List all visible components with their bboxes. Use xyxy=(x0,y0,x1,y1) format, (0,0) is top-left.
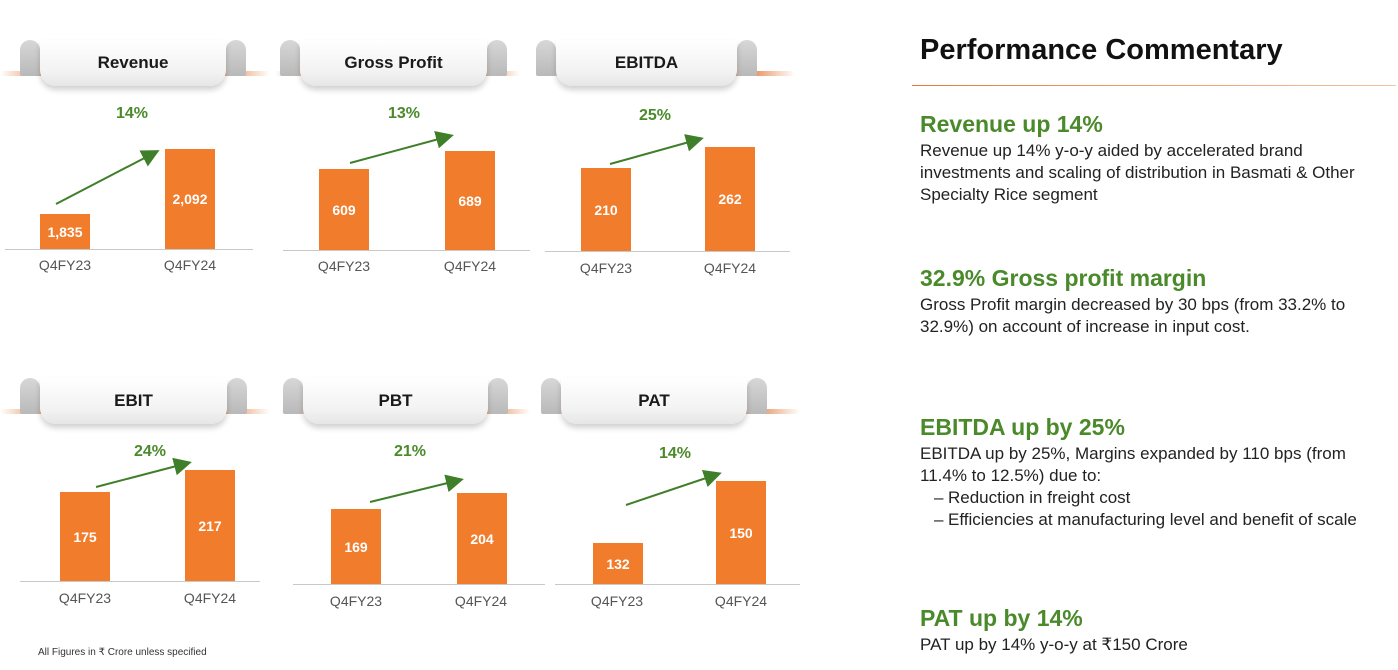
chart-title: Revenue xyxy=(40,40,226,86)
x-tick-label: Q4FY23 xyxy=(58,590,112,606)
trend-arrow xyxy=(625,469,722,506)
chart-title: PAT xyxy=(561,378,747,424)
x-tick-label: Q4FY23 xyxy=(590,593,644,609)
dash-icon: – xyxy=(934,488,944,507)
commentary-section-ebitda: EBITDA up by 25% EBITDA up by 25%, Margi… xyxy=(920,413,1390,531)
x-tick-label: Q4FY24 xyxy=(714,593,768,609)
x-tick-label: Q4FY23 xyxy=(329,593,383,609)
x-axis-line xyxy=(555,584,800,585)
bar-q4fy24: 217 xyxy=(185,470,235,581)
trend-arrow xyxy=(369,474,464,503)
title-tab-cap xyxy=(20,40,40,76)
commentary-section-revenue: Revenue up 14% Revenue up 14% y-o-y aide… xyxy=(920,110,1390,206)
section-text: PAT up by 14% y-o-y at ₹150 Crore xyxy=(920,635,1188,654)
bar-value-label: 150 xyxy=(729,524,753,541)
trend-arrows xyxy=(55,130,722,506)
commentary-section-gross-margin: 32.9% Gross profit margin Gross Profit m… xyxy=(920,264,1390,338)
x-tick-label: Q4FY23 xyxy=(317,258,371,274)
title-tab-cap xyxy=(541,378,561,414)
title-tab-cap xyxy=(747,378,767,414)
x-tick-label: Q4FY24 xyxy=(454,593,508,609)
bar-value-label: 1,835 xyxy=(47,223,83,240)
section-text: Revenue up 14% y-o-y aided by accelerate… xyxy=(920,141,1355,204)
title-tab-cap xyxy=(280,40,300,76)
commentary-section-pat: PAT up by 14% PAT up by 14% y-o-y at ₹15… xyxy=(920,604,1390,656)
section-heading: Revenue up 14% xyxy=(920,111,1103,137)
x-axis-line xyxy=(5,249,253,250)
growth-label: 24% xyxy=(133,443,167,460)
bar-q4fy24: 150 xyxy=(716,481,766,584)
chart-title: PBT xyxy=(303,378,488,424)
bar-q4fy23: 1,835 xyxy=(40,214,90,249)
growth-label: 14% xyxy=(115,105,149,122)
section-heading: 32.9% Gross profit margin xyxy=(920,265,1207,291)
bullet-text: Efficiencies at manufacturing level and … xyxy=(948,510,1357,529)
bar-value-label: 217 xyxy=(198,517,222,534)
x-axis-line xyxy=(283,250,530,251)
x-tick-label: Q4FY24 xyxy=(163,257,217,273)
bar-q4fy23: 132 xyxy=(593,543,643,584)
growth-label: 14% xyxy=(658,445,692,462)
bar-q4fy24: 2,092 xyxy=(165,149,215,249)
chart-title: EBITDA xyxy=(556,40,737,86)
bullet-item: – Efficiencies at manufacturing level and… xyxy=(934,509,1390,531)
bar-value-label: 204 xyxy=(470,530,494,547)
bar-value-label: 175 xyxy=(73,528,97,545)
bar-q4fy23: 175 xyxy=(60,492,110,581)
dash-icon: – xyxy=(934,510,944,529)
growth-label: 13% xyxy=(387,105,421,122)
section-text: EBITDA up by 25%, Margins expanded by 11… xyxy=(920,444,1346,485)
section-heading: EBITDA up by 25% xyxy=(920,414,1125,440)
section-heading: PAT up by 14% xyxy=(920,605,1083,631)
bar-value-label: 609 xyxy=(332,201,356,218)
bar-q4fy24: 689 xyxy=(445,151,495,250)
title-tab-cap xyxy=(283,378,303,414)
x-axis-line xyxy=(545,251,790,252)
x-tick-label: Q4FY24 xyxy=(703,260,757,276)
bar-value-label: 169 xyxy=(344,538,368,555)
title-tab-cap xyxy=(488,378,508,414)
trend-arrow xyxy=(95,457,192,488)
chart-title: EBIT xyxy=(40,378,227,424)
x-tick-label: Q4FY24 xyxy=(443,258,497,274)
growth-label: 25% xyxy=(638,107,672,124)
bar-value-label: 689 xyxy=(458,192,482,209)
bar-q4fy23: 609 xyxy=(319,169,369,250)
section-bullets: – Reduction in freight cost – Efficiencies… xyxy=(920,487,1390,531)
trend-arrow xyxy=(609,134,704,165)
title-tab-cap xyxy=(226,40,246,76)
bar-q4fy24: 204 xyxy=(457,493,507,584)
growth-label: 21% xyxy=(393,443,427,460)
bar-value-label: 210 xyxy=(594,201,618,218)
commentary-title: Performance Commentary xyxy=(920,34,1283,66)
bar-q4fy24: 262 xyxy=(705,147,755,251)
bar-q4fy23: 169 xyxy=(331,509,381,584)
bar-value-label: 2,092 xyxy=(172,191,208,207)
commentary-divider xyxy=(912,85,1396,86)
title-tab-cap xyxy=(536,40,556,76)
x-tick-label: Q4FY23 xyxy=(579,260,633,276)
section-text: Gross Profit margin decreased by 30 bps … xyxy=(920,295,1346,336)
x-tick-label: Q4FY23 xyxy=(38,257,92,273)
title-tab-cap xyxy=(487,40,507,76)
bullet-item: – Reduction in freight cost xyxy=(934,487,1390,509)
title-tab-cap xyxy=(227,378,247,414)
footnote: All Figures in ₹ Crore unless specified xyxy=(38,647,207,658)
title-tab-cap xyxy=(737,40,757,76)
x-tick-label: Q4FY24 xyxy=(183,590,237,606)
bullet-text: Reduction in freight cost xyxy=(948,488,1131,507)
bar-value-label: 132 xyxy=(606,555,630,572)
chart-title: Gross Profit xyxy=(300,40,487,86)
title-tab-cap xyxy=(20,378,40,414)
x-axis-line xyxy=(293,584,545,585)
trend-arrow xyxy=(55,150,160,205)
bar-value-label: 262 xyxy=(718,191,742,207)
x-axis-line xyxy=(20,581,260,582)
trend-arrow xyxy=(349,130,454,164)
bar-q4fy23: 210 xyxy=(581,168,631,251)
